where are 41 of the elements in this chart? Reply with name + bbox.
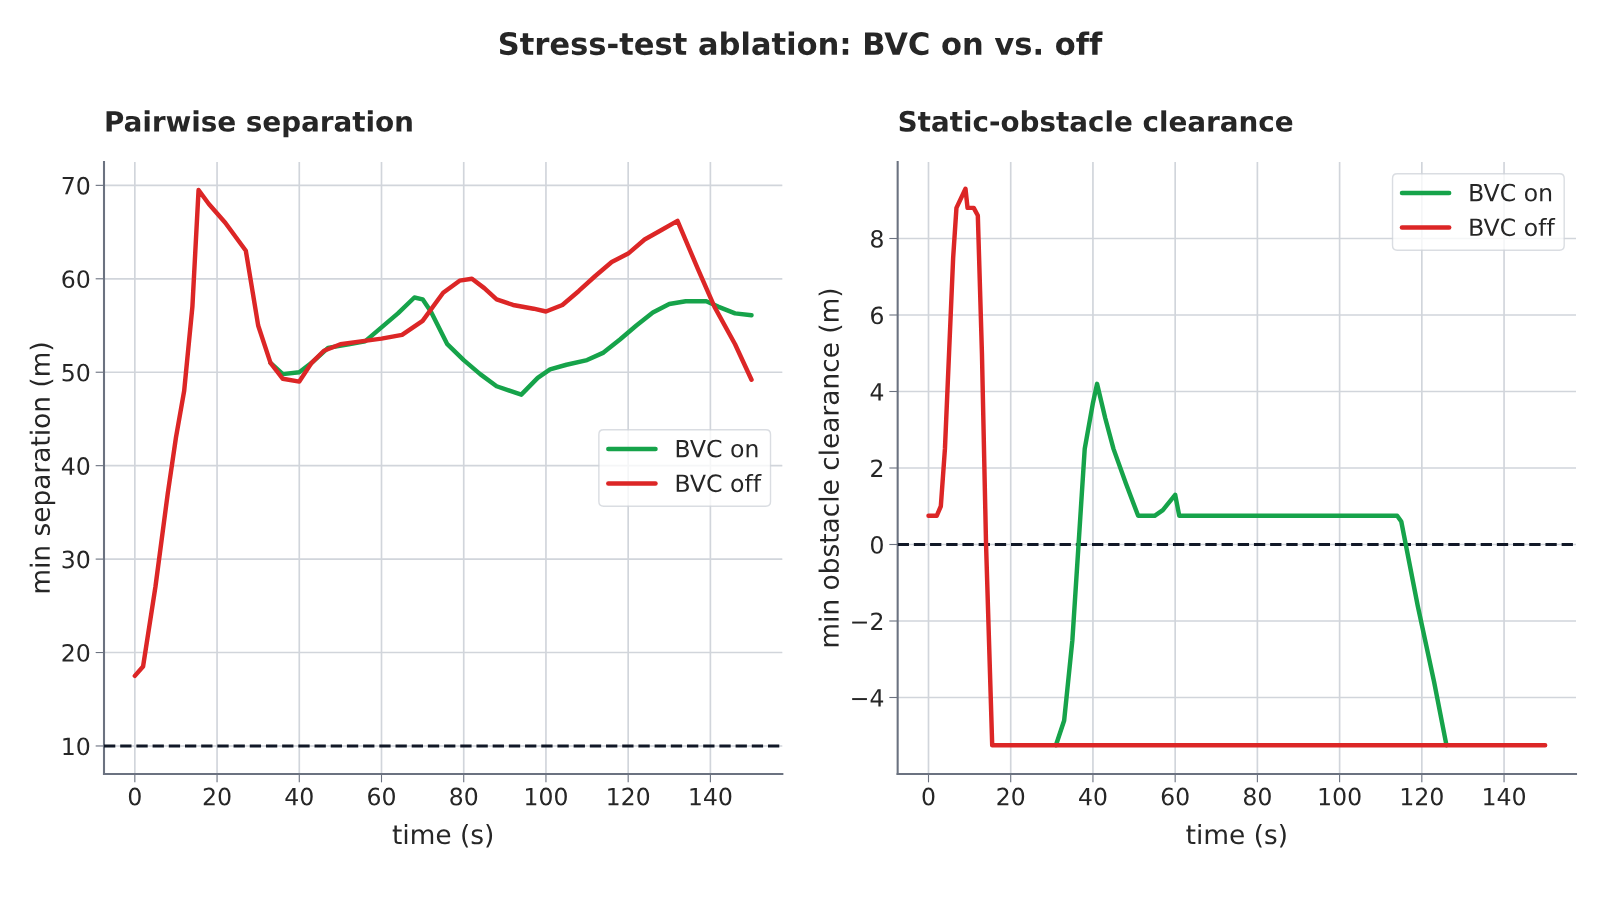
- y-tick-label: 40: [61, 457, 90, 475]
- x-tick-label: 20: [997, 787, 1025, 806]
- chart-title: Static-obstacle clearance: [899, 110, 1293, 132]
- legend-label: BVC off: [1470, 217, 1556, 237]
- y-tick-label: 70: [62, 176, 90, 195]
- x-tick-label: 0: [128, 787, 141, 806]
- legend-label: BVC on: [676, 439, 758, 458]
- y-tick-label: 10: [63, 737, 90, 756]
- x-tick-label: 120: [1401, 787, 1443, 806]
- y-axis-title: min obstacle clearance (m): [818, 289, 843, 647]
- y-tick-label: −2: [852, 612, 883, 630]
- chart-title: Pairwise separation: [106, 110, 412, 138]
- x-tick-label: 60: [368, 787, 395, 806]
- x-tick-label: 40: [285, 787, 313, 806]
- y-tick-label: 30: [62, 550, 90, 569]
- x-tick-label: 0: [922, 787, 935, 806]
- x-tick-label: 100: [526, 787, 567, 806]
- y-tick-label: 50: [62, 363, 90, 382]
- x-tick-label: 40: [1079, 787, 1107, 806]
- x-tick-label: 120: [608, 787, 650, 806]
- x-tick-label: 140: [690, 787, 732, 806]
- text: Stress-test ablation: BVC on vs. off: [499, 31, 1103, 56]
- legend-label: BVC off: [676, 473, 762, 493]
- x-tick-label: 80: [1243, 787, 1271, 806]
- x-tick-label: 60: [1161, 787, 1189, 806]
- x-tick-label: 140: [1484, 787, 1526, 806]
- x-tick-label: 20: [203, 787, 231, 806]
- y-tick-label: 2: [871, 459, 883, 477]
- y-tick-label: 0: [871, 535, 883, 554]
- x-tick-label: 100: [1319, 787, 1361, 806]
- y-tick-label: −4: [852, 689, 884, 707]
- y-axis-title: min separation (m): [29, 343, 56, 593]
- y-tick-label: 6: [871, 306, 883, 325]
- x-tick-label: 80: [450, 787, 478, 806]
- y-tick-label: 4: [870, 383, 884, 401]
- y-tick-label: 20: [62, 643, 90, 662]
- x-axis-title: time (s): [392, 823, 493, 848]
- legend-label: BVC on: [1470, 183, 1552, 202]
- y-tick-label: 60: [62, 270, 90, 289]
- y-tick-label: 8: [871, 229, 883, 248]
- x-axis-title: time (s): [1186, 823, 1286, 848]
